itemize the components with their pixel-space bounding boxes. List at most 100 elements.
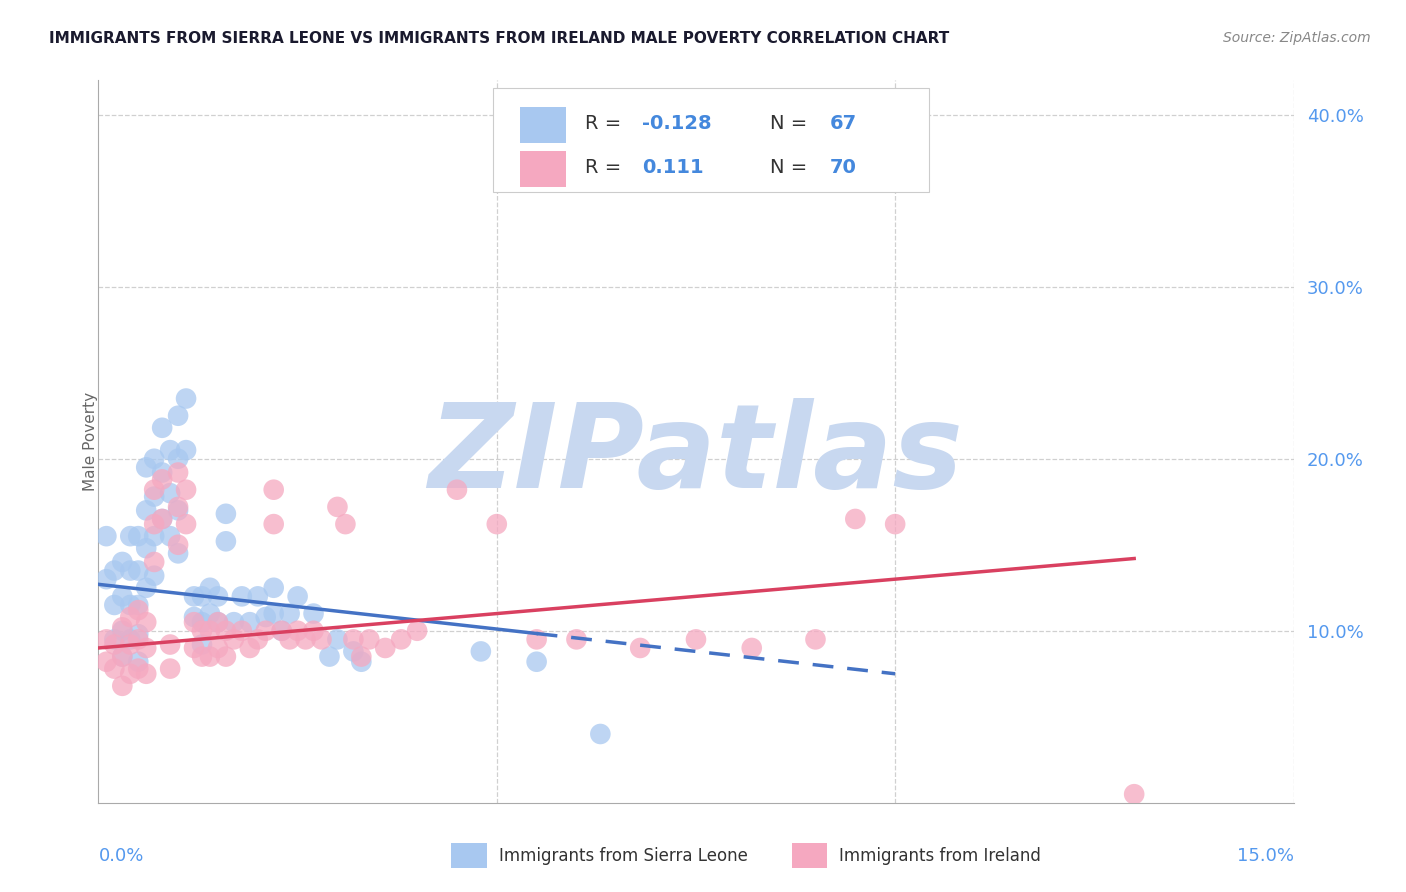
Text: 67: 67	[830, 114, 856, 133]
Point	[167, 503, 190, 517]
Bar	[520, 107, 565, 144]
Point	[103, 564, 125, 578]
Point	[294, 632, 316, 647]
Point	[246, 590, 269, 604]
Point	[239, 615, 262, 630]
Point	[143, 517, 166, 532]
Point	[159, 529, 181, 543]
Point	[844, 512, 866, 526]
Point	[741, 640, 763, 655]
Point	[215, 649, 238, 664]
Point	[183, 590, 205, 604]
Point	[111, 555, 134, 569]
Point	[135, 460, 157, 475]
Point	[127, 627, 149, 641]
Point	[359, 632, 381, 647]
Point	[127, 603, 149, 617]
Point	[470, 644, 492, 658]
Point	[135, 615, 157, 630]
Point	[120, 638, 142, 652]
Point	[143, 555, 166, 569]
Point	[191, 638, 214, 652]
Point	[311, 632, 333, 647]
Point	[174, 483, 197, 497]
Point	[191, 590, 214, 604]
Point	[167, 538, 190, 552]
Point	[103, 598, 125, 612]
Point	[150, 512, 173, 526]
Point	[143, 529, 166, 543]
Point	[191, 649, 214, 664]
Point	[287, 624, 309, 638]
Point	[174, 517, 197, 532]
Point	[143, 490, 166, 504]
Point	[150, 472, 173, 486]
Text: Immigrants from Sierra Leone: Immigrants from Sierra Leone	[499, 847, 748, 864]
Point	[111, 679, 134, 693]
Point	[342, 644, 364, 658]
Point	[335, 517, 357, 532]
Point	[159, 486, 181, 500]
Point	[222, 632, 245, 647]
Y-axis label: Male Poverty: Male Poverty	[83, 392, 97, 491]
Point	[111, 590, 134, 604]
Point	[198, 581, 221, 595]
Point	[103, 662, 125, 676]
Point	[120, 598, 142, 612]
Point	[96, 632, 118, 647]
Point	[884, 517, 907, 532]
Point	[135, 541, 157, 556]
Point	[263, 483, 285, 497]
Point	[167, 466, 190, 480]
Point	[191, 615, 214, 630]
Point	[485, 517, 508, 532]
Bar	[451, 843, 486, 868]
FancyBboxPatch shape	[494, 87, 929, 193]
Point	[96, 572, 118, 586]
Point	[120, 632, 142, 647]
Text: IMMIGRANTS FROM SIERRA LEONE VS IMMIGRANTS FROM IRELAND MALE POVERTY CORRELATION: IMMIGRANTS FROM SIERRA LEONE VS IMMIGRAN…	[49, 31, 949, 46]
Point	[183, 610, 205, 624]
Point	[207, 615, 229, 630]
Point	[207, 640, 229, 655]
Point	[302, 624, 325, 638]
Point	[326, 500, 349, 514]
Point	[111, 624, 134, 638]
Point	[1123, 787, 1146, 801]
Text: N =: N =	[770, 158, 814, 177]
Point	[174, 392, 197, 406]
Point	[135, 581, 157, 595]
Point	[120, 564, 142, 578]
Point	[263, 517, 285, 532]
Point	[111, 620, 134, 634]
Point	[589, 727, 612, 741]
Point	[127, 529, 149, 543]
Point	[446, 483, 468, 497]
Point	[342, 632, 364, 647]
Point	[120, 529, 142, 543]
Point	[167, 500, 190, 514]
Point	[350, 649, 373, 664]
Text: -0.128: -0.128	[643, 114, 711, 133]
Point	[318, 649, 340, 664]
Point	[127, 598, 149, 612]
Point	[150, 466, 173, 480]
Point	[103, 638, 125, 652]
Point	[278, 607, 301, 621]
Point	[207, 615, 229, 630]
Point	[406, 624, 429, 638]
Point	[135, 640, 157, 655]
Point	[804, 632, 827, 647]
Point	[198, 624, 221, 638]
Point	[270, 624, 292, 638]
Point	[96, 529, 118, 543]
Point	[215, 624, 238, 638]
Point	[326, 632, 349, 647]
Point	[565, 632, 588, 647]
Point	[159, 638, 181, 652]
Point	[270, 624, 292, 638]
Point	[278, 632, 301, 647]
Point	[143, 483, 166, 497]
Point	[239, 640, 262, 655]
Point	[685, 632, 707, 647]
